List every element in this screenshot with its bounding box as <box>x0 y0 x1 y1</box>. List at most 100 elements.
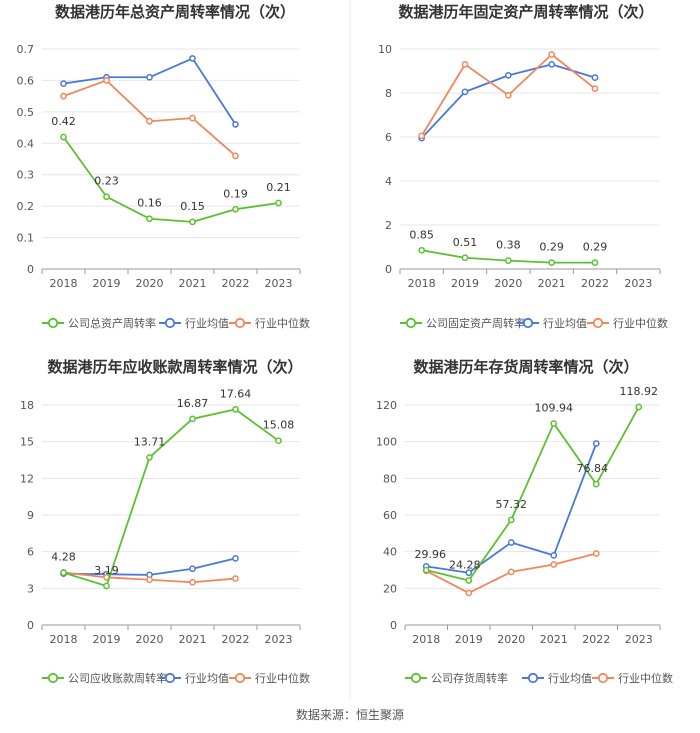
y-tick-label: 4 <box>385 175 392 188</box>
series-line-industry_avg <box>63 57 237 125</box>
data-point-industry_median <box>60 92 67 100</box>
data-point-industry_median <box>504 91 512 99</box>
data-point-industry_median <box>418 132 426 140</box>
data-source-note: 数据来源：恒生聚源 <box>295 708 404 722</box>
y-tick-label: 8 <box>385 87 392 100</box>
y-tick-label: 100 <box>376 436 397 449</box>
legend-marker <box>597 672 609 684</box>
legend-label: 公司存货周转率 <box>431 671 508 685</box>
data-point-industry_median <box>465 589 473 597</box>
data-label: 0.29 <box>539 241 564 254</box>
x-tick-label: 2022 <box>222 633 250 646</box>
data-point-company <box>550 420 558 427</box>
legend-marker <box>592 317 604 329</box>
data-point-industry_median <box>461 61 469 68</box>
data-point-industry_avg <box>465 569 473 577</box>
x-tick-label: 2021 <box>540 633 568 646</box>
data-label: 109.94 <box>535 401 574 414</box>
chart-title: 数据港历年应收账款周转率情况（次） <box>47 358 302 376</box>
data-label: 29.96 <box>415 548 447 561</box>
y-tick-label: 80 <box>383 472 397 485</box>
data-point-company <box>146 215 153 223</box>
data-label: 76.84 <box>577 462 609 475</box>
x-tick-label: 2020 <box>494 277 522 290</box>
y-tick-label: 60 <box>383 509 397 522</box>
x-tick-label: 2021 <box>538 277 566 290</box>
legend-item-industry_median: 行业中位数 <box>587 316 668 330</box>
y-tick-label: 18 <box>20 399 34 412</box>
x-tick-label: 2019 <box>93 277 121 290</box>
data-label: 0.16 <box>137 197 162 210</box>
data-label: 0.23 <box>94 175 119 188</box>
data-point-industry_avg <box>507 539 515 546</box>
data-label: 0.42 <box>51 115 76 128</box>
y-tick-label: 6 <box>27 546 34 559</box>
x-tick-label: 2021 <box>179 277 207 290</box>
data-point-industry_median <box>550 561 558 568</box>
data-point-industry_median <box>232 575 239 582</box>
data-point-industry_median <box>548 51 556 58</box>
x-tick-label: 2019 <box>93 633 121 646</box>
data-point-industry_avg <box>232 121 239 128</box>
data-point-industry_median <box>232 152 239 160</box>
legend-marker <box>47 672 59 684</box>
data-label: 118.92 <box>620 385 659 398</box>
chart-title: 数据港历年固定资产周转率情况（次） <box>398 3 653 21</box>
legend-label: 行业均值 <box>543 317 587 330</box>
legend-item-industry_avg: 行业均值 <box>517 317 587 330</box>
data-point-industry_median <box>591 85 599 92</box>
legend-item-industry_median: 行业中位数 <box>592 671 673 685</box>
legend-marker <box>164 672 176 684</box>
data-label: 0.38 <box>496 239 521 252</box>
chart-title: 数据港历年总资产周转率情况（次） <box>55 3 295 21</box>
data-label: 24.28 <box>449 558 481 571</box>
data-point-company <box>60 133 67 141</box>
legend-marker <box>234 317 246 329</box>
data-point-company <box>635 403 643 411</box>
legend-marker <box>234 672 246 684</box>
data-label: 0.29 <box>583 241 608 254</box>
data-point-industry_avg <box>461 88 469 96</box>
legend-label: 行业中位数 <box>255 316 310 330</box>
data-point-company <box>275 437 282 445</box>
data-point-company <box>60 569 67 577</box>
data-point-company <box>275 199 282 207</box>
y-tick-label: 9 <box>27 509 34 522</box>
data-point-company <box>103 582 110 590</box>
legend-marker <box>164 317 176 329</box>
x-tick-label: 2020 <box>136 633 164 646</box>
chart-panel-2: 数据港历年固定资产周转率情况（次） 0 2 4 6 8 10 2018 2019 2020 2021… <box>378 3 668 330</box>
data-point-industry_avg <box>550 551 558 559</box>
y-tick-label: 0.7 <box>17 43 35 56</box>
data-label: 0.51 <box>453 236 478 249</box>
data-point-industry_avg <box>592 440 600 447</box>
y-tick-label: 15 <box>20 436 34 449</box>
data-point-industry_median <box>146 117 153 125</box>
data-point-industry_avg <box>504 72 512 79</box>
data-point-industry_avg <box>591 74 599 81</box>
legend-label: 行业均值 <box>185 672 229 685</box>
series-line-company <box>62 136 279 223</box>
data-label: 17.64 <box>220 387 252 400</box>
legend-label: 行业中位数 <box>618 671 673 685</box>
legend-marker <box>405 317 417 329</box>
data-point-company <box>232 406 239 413</box>
data-point-company <box>422 566 430 574</box>
data-point-industry_avg <box>189 565 196 573</box>
x-tick-label: 2019 <box>451 277 479 290</box>
data-point-company <box>232 205 239 213</box>
x-tick-label: 2018 <box>408 277 436 290</box>
x-tick-label: 2018 <box>50 277 78 290</box>
data-point-company <box>507 516 515 524</box>
data-label: 57.32 <box>496 498 528 511</box>
legend-item-company: 公司总资产周转率 <box>42 316 156 330</box>
data-point-company <box>548 259 556 266</box>
legend-marker <box>527 672 539 684</box>
x-tick-label: 2021 <box>179 633 207 646</box>
y-tick-label: 40 <box>383 546 397 559</box>
y-tick-label: 0 <box>27 619 34 632</box>
chart-panel-3: 数据港历年应收账款周转率情况（次） 0 3 6 9 12 15 18 2018 2019 2020 2… <box>20 358 310 685</box>
data-point-industry_avg <box>548 61 556 68</box>
y-tick-label: 12 <box>20 472 34 485</box>
series-line-company <box>63 408 280 587</box>
